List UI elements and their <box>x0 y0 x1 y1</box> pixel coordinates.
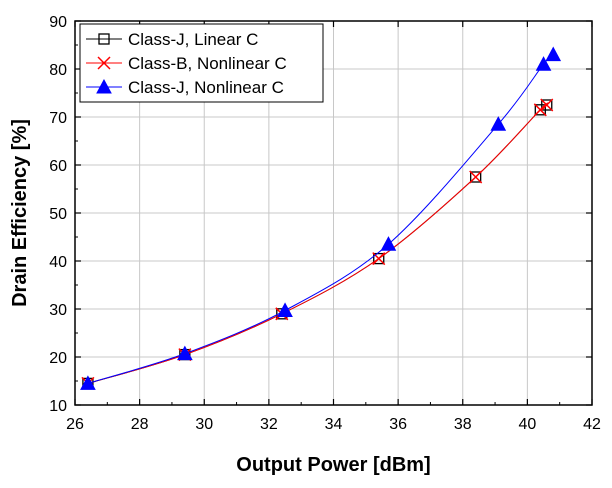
data-point <box>535 56 552 71</box>
y-tick-label: 10 <box>49 398 67 415</box>
legend-item: Class-J, Nonlinear C <box>86 78 284 97</box>
x-tick-label: 42 <box>583 416 601 433</box>
data-point-stroke <box>540 98 554 112</box>
y-tick-label: 20 <box>49 350 67 367</box>
y-tick-label: 30 <box>49 302 67 319</box>
data-point-stroke <box>533 103 547 117</box>
data-point <box>545 46 562 62</box>
series-line <box>87 102 549 384</box>
data-point <box>373 252 385 265</box>
y-tick-label: 80 <box>49 62 67 79</box>
legend-label: Class-J, Nonlinear C <box>128 78 284 97</box>
x-axis-title: Output Power [dBm] <box>236 454 430 476</box>
series-line <box>87 54 554 384</box>
data-point <box>380 236 397 251</box>
y-tick-label: 50 <box>49 206 67 223</box>
legend-marker <box>98 33 110 45</box>
y-tick-label: 70 <box>49 110 67 127</box>
y-tick-label: 60 <box>49 158 67 175</box>
data-point <box>541 99 553 111</box>
x-tick-label: 40 <box>518 416 536 433</box>
data-point <box>372 252 386 266</box>
legend-label: Class-B, Nonlinear C <box>128 54 287 73</box>
legend-item: Class-B, Nonlinear C <box>86 54 287 73</box>
x-tick-label: 30 <box>195 416 213 433</box>
legend-label: Class-J, Linear C <box>128 30 258 49</box>
data-point <box>490 116 507 131</box>
legend-item: Class-J, Linear C <box>86 30 258 49</box>
data-point <box>277 302 293 317</box>
x-tick-label: 38 <box>454 416 472 433</box>
series-layer <box>80 46 562 390</box>
data-point <box>470 171 482 183</box>
series-2 <box>80 46 562 390</box>
data-point <box>540 98 554 112</box>
legend-marker-stroke <box>97 56 111 70</box>
x-tick-label: 32 <box>260 416 278 433</box>
y-tick-label: 90 <box>49 14 67 31</box>
y-axis-title: Drain Efficiency [%] <box>9 119 31 307</box>
series-line <box>87 102 549 384</box>
x-tick-label: 34 <box>325 416 343 433</box>
data-point-stroke <box>469 170 483 184</box>
x-tick-label: 28 <box>131 416 149 433</box>
data-point <box>533 103 547 117</box>
grid <box>75 21 592 405</box>
legend: Class-J, Linear C Class-B, Nonlinear C Cla… <box>79 23 324 103</box>
x-tick-label: 36 <box>389 416 407 433</box>
legend-box <box>79 23 324 103</box>
data-point <box>177 345 193 361</box>
x-tick-label: 26 <box>66 416 84 433</box>
legend-marker <box>96 78 112 94</box>
data-point-stroke <box>372 252 386 266</box>
legend-marker <box>97 56 111 70</box>
data-point <box>80 375 96 390</box>
data-point <box>469 170 483 184</box>
y-tick-label: 40 <box>49 254 67 271</box>
axis-ticks: 26 28 30 32 34 36 38 40 42 10 20 30 40 50 60 70 80 90 <box>49 14 601 433</box>
